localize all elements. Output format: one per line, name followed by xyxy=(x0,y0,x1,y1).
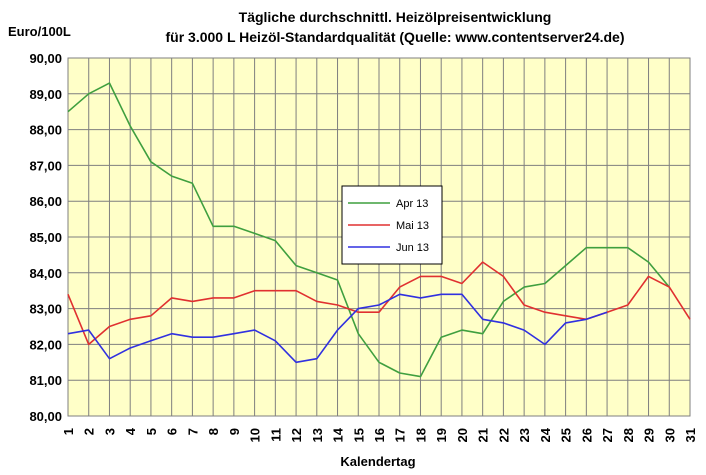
legend-label: Apr 13 xyxy=(396,198,428,210)
x-tick-label: 1 xyxy=(61,428,76,435)
x-tick-label: 28 xyxy=(621,428,636,442)
x-tick-label: 9 xyxy=(227,428,242,435)
series-line-jun-13 xyxy=(67,293,608,364)
x-tick-label: 7 xyxy=(185,428,200,435)
y-tick-label: 90,00 xyxy=(29,51,62,66)
x-tick-label: 24 xyxy=(538,427,553,442)
series-lines xyxy=(67,82,691,378)
y-tick-label: 89,00 xyxy=(29,87,62,102)
x-axis-label: Kalendertag xyxy=(340,454,415,469)
x-tick-label: 29 xyxy=(642,428,657,442)
x-tick-label: 20 xyxy=(455,428,470,442)
x-tick-label: 19 xyxy=(434,428,449,442)
y-tick-label: 82,00 xyxy=(29,337,62,352)
x-tick-label: 16 xyxy=(372,428,387,442)
x-tick-label: 31 xyxy=(683,428,698,442)
y-tick-labels: 80,00 81,00 82,00 83,00 84,00 85,00 86,00 87,00… xyxy=(29,51,62,424)
x-tick-label: 18 xyxy=(413,428,428,442)
x-tick-label: 30 xyxy=(662,428,677,442)
x-tick-label: 21 xyxy=(476,428,491,442)
legend-label: Mai 13 xyxy=(396,220,429,232)
y-tick-label: 80,00 xyxy=(29,409,62,424)
x-tick-label: 4 xyxy=(123,427,138,435)
chart-subtitle: für 3.000 L Heizöl-Standardqualität (Que… xyxy=(166,29,625,45)
y-tick-label: 88,00 xyxy=(29,123,62,138)
y-tick-label: 81,00 xyxy=(29,373,62,388)
x-tick-label: 5 xyxy=(144,428,159,435)
x-tick-label: 27 xyxy=(600,428,615,442)
x-tick-label: 8 xyxy=(206,428,221,435)
x-tick-labels: 1 2 3 4 5 6 7 8 9 10 11 12 13 14 15 16 17 18 19 20 21 22 23 24 2… xyxy=(61,427,698,442)
x-tick-label: 12 xyxy=(289,428,304,442)
y-axis-label: Euro/100L xyxy=(8,24,71,39)
series-line-apr-13 xyxy=(67,82,670,378)
x-tick-label: 22 xyxy=(496,428,511,442)
x-tick-label: 15 xyxy=(351,428,366,442)
x-tick-label: 17 xyxy=(393,428,408,442)
x-tick-label: 25 xyxy=(559,428,574,442)
x-tick-label: 6 xyxy=(165,428,180,435)
y-tick-label: 84,00 xyxy=(29,266,62,281)
y-tick-label: 83,00 xyxy=(29,302,62,317)
x-tick-label: 14 xyxy=(331,427,346,442)
y-tick-label: 87,00 xyxy=(29,158,62,173)
x-tick-label: 13 xyxy=(310,428,325,442)
legend: Apr 13 Mai 13 Jun 13 xyxy=(341,185,443,265)
y-tick-label: 86,00 xyxy=(29,194,62,209)
x-tick-label: 2 xyxy=(82,428,97,435)
x-tick-label: 10 xyxy=(248,428,263,442)
x-tick-label: 23 xyxy=(517,428,532,442)
x-tick-label: 11 xyxy=(268,428,283,442)
legend-label: Jun 13 xyxy=(396,242,429,254)
chart-title: Tägliche durchschnittl. Heizölpreisentwi… xyxy=(239,9,552,25)
y-tick-label: 85,00 xyxy=(29,230,62,245)
x-tick-label: 26 xyxy=(579,428,594,442)
x-tick-label: 3 xyxy=(102,428,117,435)
